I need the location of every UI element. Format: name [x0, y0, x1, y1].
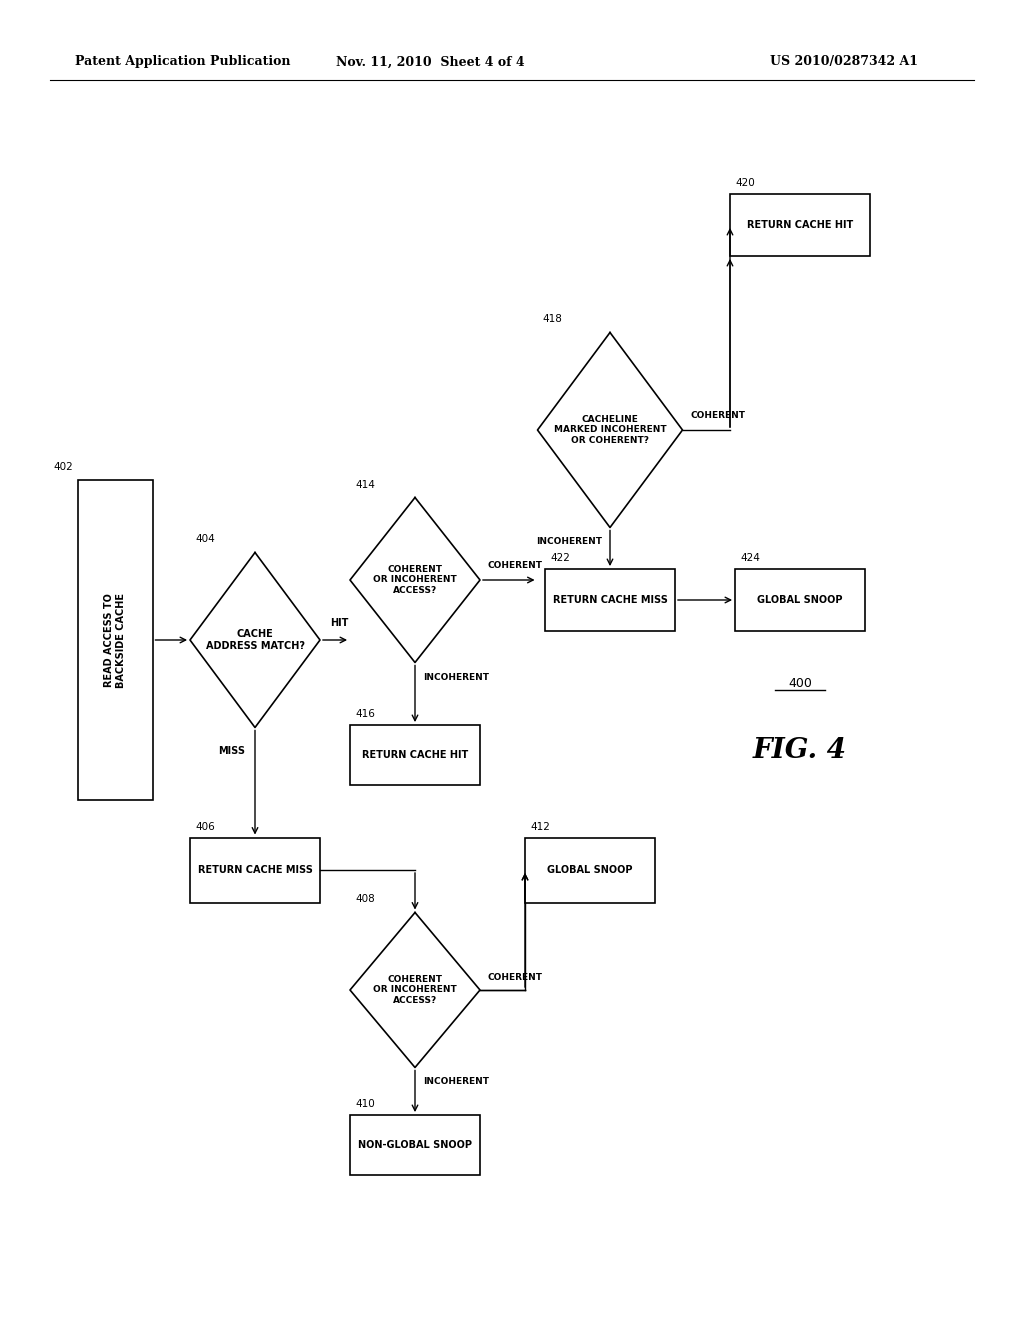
Text: US 2010/0287342 A1: US 2010/0287342 A1 — [770, 55, 918, 69]
Text: MISS: MISS — [218, 746, 245, 755]
Text: 422: 422 — [550, 553, 570, 564]
Text: Patent Application Publication: Patent Application Publication — [75, 55, 291, 69]
Text: GLOBAL SNOOP: GLOBAL SNOOP — [758, 595, 843, 605]
Text: RETURN CACHE MISS: RETURN CACHE MISS — [553, 595, 668, 605]
Bar — [190, 837, 319, 903]
Text: COHERENT
OR INCOHERENT
ACCESS?: COHERENT OR INCOHERENT ACCESS? — [373, 565, 457, 595]
Text: RETURN CACHE MISS: RETURN CACHE MISS — [198, 865, 312, 875]
Bar — [730, 194, 870, 256]
Text: 406: 406 — [195, 821, 215, 832]
Text: 400: 400 — [788, 677, 812, 690]
Text: COHERENT: COHERENT — [690, 411, 745, 420]
Text: RETURN CACHE HIT: RETURN CACHE HIT — [746, 220, 853, 230]
Text: FIG. 4: FIG. 4 — [753, 737, 847, 763]
Text: 402: 402 — [53, 462, 74, 473]
Text: RETURN CACHE HIT: RETURN CACHE HIT — [361, 750, 468, 760]
Text: COHERENT
OR INCOHERENT
ACCESS?: COHERENT OR INCOHERENT ACCESS? — [373, 975, 457, 1005]
Bar — [78, 480, 153, 800]
Text: 412: 412 — [530, 821, 550, 832]
Bar — [525, 837, 655, 903]
Text: READ ACCESS TO
BACKSIDE CACHE: READ ACCESS TO BACKSIDE CACHE — [104, 593, 126, 688]
Bar — [545, 569, 675, 631]
Text: 414: 414 — [355, 479, 375, 490]
Text: CACHELINE
MARKED INCOHERENT
OR COHERENT?: CACHELINE MARKED INCOHERENT OR COHERENT? — [554, 414, 667, 445]
Text: 410: 410 — [355, 1100, 375, 1109]
Text: NON-GLOBAL SNOOP: NON-GLOBAL SNOOP — [358, 1140, 472, 1150]
Bar — [735, 569, 865, 631]
Text: COHERENT: COHERENT — [488, 561, 543, 570]
Text: 408: 408 — [355, 895, 375, 904]
Text: HIT: HIT — [330, 618, 348, 628]
Text: Nov. 11, 2010  Sheet 4 of 4: Nov. 11, 2010 Sheet 4 of 4 — [336, 55, 524, 69]
Text: 420: 420 — [735, 178, 755, 187]
Text: 416: 416 — [355, 709, 375, 719]
Text: CACHE
ADDRESS MATCH?: CACHE ADDRESS MATCH? — [206, 630, 304, 651]
Text: 418: 418 — [543, 314, 562, 325]
Text: 404: 404 — [195, 535, 215, 544]
Bar — [350, 725, 480, 785]
Text: INCOHERENT: INCOHERENT — [423, 672, 489, 681]
Text: COHERENT: COHERENT — [488, 973, 543, 982]
Text: 424: 424 — [740, 553, 760, 564]
Bar — [350, 1115, 480, 1175]
Text: GLOBAL SNOOP: GLOBAL SNOOP — [547, 865, 633, 875]
Text: INCOHERENT: INCOHERENT — [536, 537, 602, 546]
Text: INCOHERENT: INCOHERENT — [423, 1077, 489, 1086]
